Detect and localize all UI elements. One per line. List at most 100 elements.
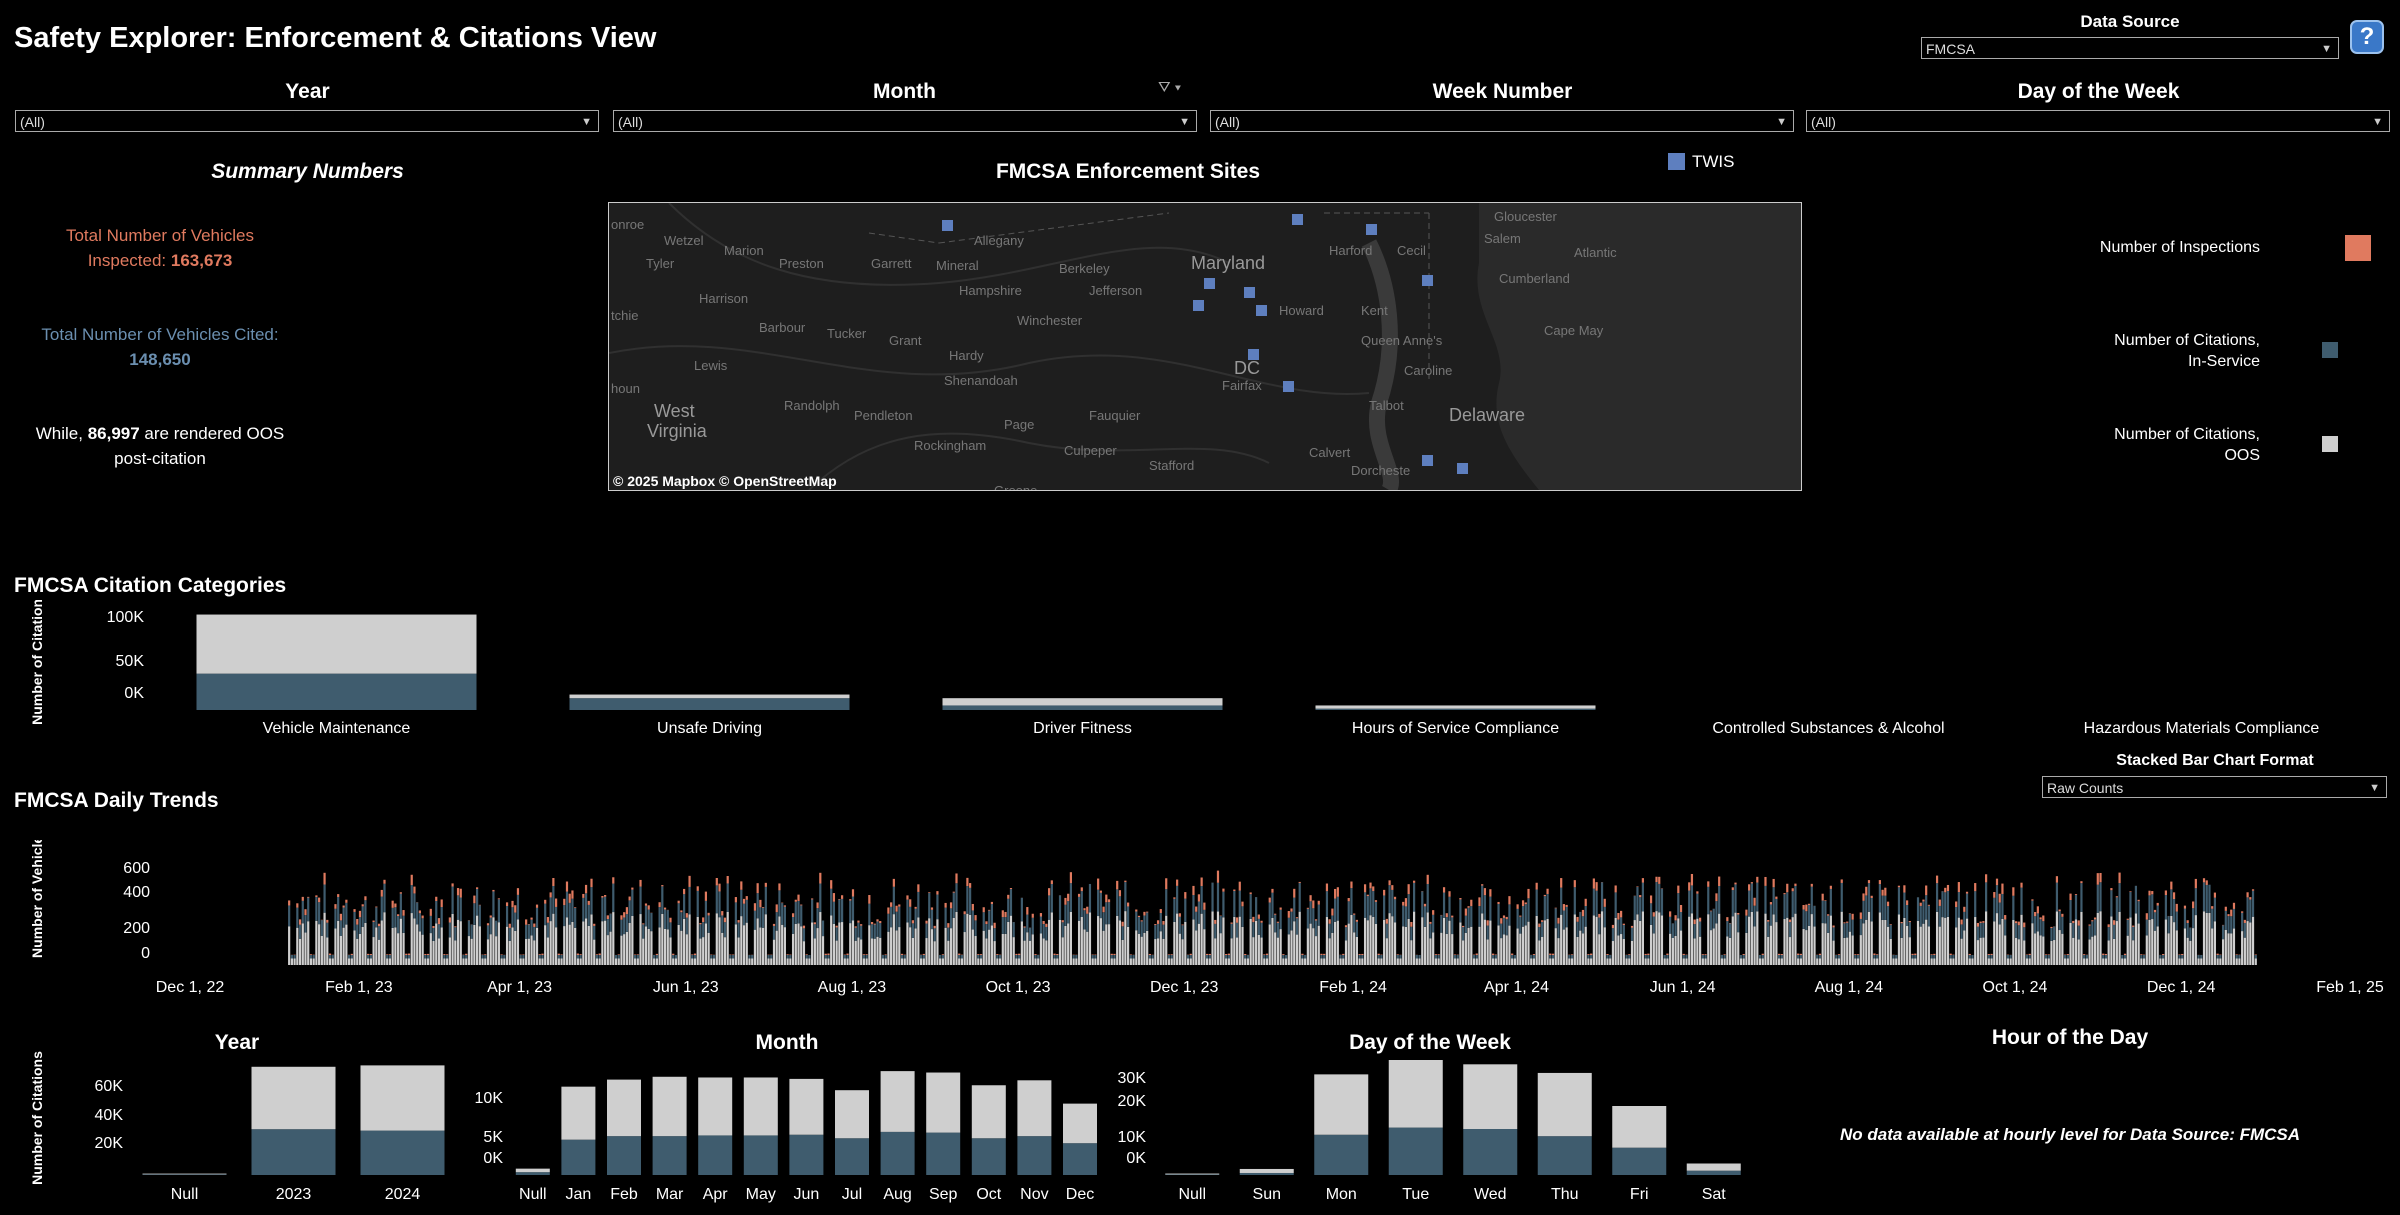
daily-bar-segment (1314, 919, 1318, 921)
filter-dow-select[interactable]: (All) ▼ (1806, 110, 2390, 132)
daily-bar-segment (1780, 954, 1783, 955)
daily-bar-segment (323, 884, 326, 913)
daily-bar-segment (1878, 880, 1881, 885)
daily-bar-segment (1519, 933, 1522, 965)
daily-bar-segment (345, 924, 348, 965)
daily-bar-segment (568, 893, 571, 903)
daily-bar-segment (1282, 955, 1285, 959)
map-place-label: Cecil (1397, 243, 1426, 258)
daily-bar-segment (298, 938, 302, 965)
y-axis-label: Number of Citations (29, 1051, 45, 1185)
enforcement-map[interactable]: onroe Wetzel Marion Tyler Preston Garrett Mine… (608, 202, 1802, 491)
daily-bar-segment (1069, 883, 1072, 912)
enforcement-site-marker[interactable] (1457, 463, 1468, 474)
map-attribution[interactable]: © 2025 Mapbox © OpenStreetMap (613, 473, 837, 489)
daily-bar-segment (2017, 939, 2020, 965)
daily-bar-segment (985, 938, 988, 965)
daily-bar-segment (361, 906, 364, 927)
daily-bar-segment (598, 958, 601, 965)
daily-bar-segment (944, 902, 947, 908)
enforcement-site-marker[interactable] (942, 220, 953, 231)
daily-bar-segment (367, 953, 370, 955)
daily-bar-segment (827, 955, 830, 959)
twis-legend-label[interactable]: TWIS (1692, 152, 1735, 171)
daily-bar-segment (1927, 905, 1931, 927)
daily-bar-segment (1511, 955, 1514, 959)
daily-bar-segment (2216, 953, 2219, 955)
daily-bar-segment (1777, 958, 1781, 965)
daily-bar-segment (1143, 932, 1146, 965)
y-tick-label: 5K (483, 1129, 503, 1146)
daily-bar-segment (1317, 904, 1320, 926)
daily-bar-segment (941, 955, 944, 959)
daily-bar-segment (1241, 906, 1244, 927)
daily-bar-segment (870, 924, 874, 939)
daily-bar-segment (484, 958, 487, 965)
filter-week-select[interactable]: (All) ▼ (1210, 110, 1794, 132)
daily-bar-segment (715, 877, 718, 886)
daily-bar-segment (663, 928, 667, 965)
daily-bar-segment (2132, 925, 2135, 927)
daily-bar-segment (1323, 953, 1326, 955)
daily-bar-segment (595, 955, 599, 959)
daily-bar-segment (1876, 954, 1879, 955)
daily-bar-segment (2221, 939, 2225, 965)
daily-bar-segment (1696, 891, 1699, 894)
map-region-label: Maryland (1191, 253, 1266, 273)
enforcement-site-marker[interactable] (1193, 300, 1204, 311)
daily-bar-segment (2039, 919, 2042, 936)
bar-segment (360, 1065, 445, 1131)
daily-bar-segment (1633, 920, 1636, 965)
daily-bar-segment (530, 917, 533, 920)
daily-bar-segment (1015, 958, 1018, 965)
daily-bar-segment (500, 954, 503, 955)
bar-segment (1463, 1129, 1518, 1175)
daily-bar-segment (1641, 911, 1645, 965)
daily-bar-segment (435, 900, 438, 924)
daily-bar-segment (1587, 954, 1590, 955)
daily-bar-segment (320, 935, 323, 965)
summary-title: Summary Numbers (211, 160, 404, 183)
bar-segment (835, 1138, 869, 1175)
map-title: FMCSA Enforcement Sites (995, 160, 1261, 183)
daily-bar-segment (1712, 908, 1715, 929)
help-button[interactable]: ? (2350, 20, 2384, 54)
data-source-select[interactable]: FMCSA ▼ (1921, 37, 2339, 59)
enforcement-site-marker[interactable] (1292, 214, 1303, 225)
enforcement-site-marker[interactable] (1204, 278, 1215, 289)
daily-bar-segment (1993, 892, 1996, 898)
daily-bar-segment (1396, 958, 1399, 965)
filter-month-select[interactable]: (All) ▼ (613, 110, 1197, 132)
daily-bar-segment (1807, 925, 1811, 965)
daily-bar-segment (1058, 919, 1062, 965)
x-tick-label: Thu (1551, 1186, 1579, 1203)
daily-bar-segment (1290, 908, 1293, 912)
daily-bar-segment (1012, 922, 1015, 938)
enforcement-site-marker[interactable] (1422, 275, 1433, 286)
enforcement-site-marker[interactable] (1366, 224, 1377, 235)
enforcement-site-marker[interactable] (1248, 349, 1259, 360)
daily-bar-segment (1500, 918, 1503, 924)
daily-bar-segment (1086, 906, 1089, 914)
stacked-format-select[interactable]: Raw Counts ▼ (2042, 776, 2387, 798)
daily-bar-segment (331, 958, 334, 965)
daily-bar-segment (683, 918, 686, 965)
daily-bar-segment (2134, 885, 2138, 914)
enforcement-site-marker[interactable] (1256, 305, 1267, 316)
daily-bar-segment (669, 937, 672, 965)
enforcement-site-marker[interactable] (1244, 287, 1255, 298)
filter-year-select[interactable]: (All) ▼ (15, 110, 599, 132)
daily-bar-segment (1620, 934, 1623, 965)
daily-bar-segment (546, 922, 550, 938)
map-place-label: Kent (1361, 303, 1388, 318)
daily-bar-segment (1679, 904, 1683, 912)
daily-bar-segment (2118, 883, 2121, 912)
daily-bar-segment (1298, 881, 1301, 883)
daily-bar-segment (1786, 917, 1789, 965)
daily-bar-segment (1331, 915, 1334, 933)
enforcement-site-marker[interactable] (1422, 455, 1433, 466)
daily-bar-segment (391, 907, 394, 928)
filter-funnel-icon[interactable]: ⛛ ▾ (1158, 79, 1182, 96)
enforcement-site-marker[interactable] (1283, 381, 1294, 392)
daily-bar-segment (1886, 926, 1890, 965)
